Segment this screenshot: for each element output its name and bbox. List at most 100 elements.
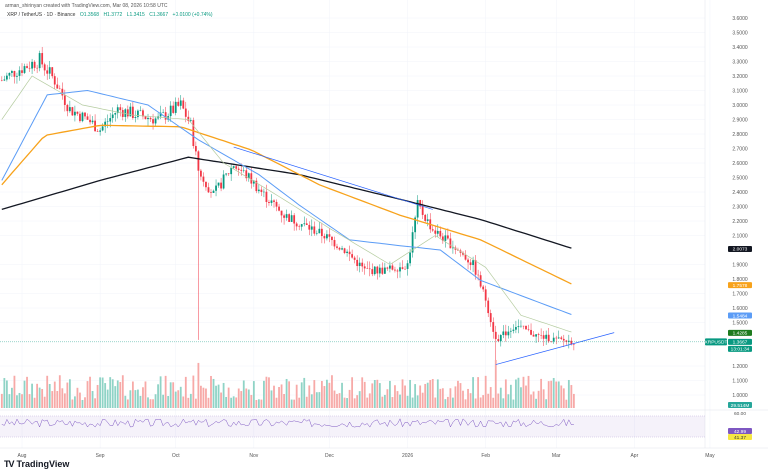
candle-body <box>184 108 187 117</box>
rsi-level-label: 60.00 <box>734 411 746 417</box>
candle-body <box>353 257 356 260</box>
volume-bar <box>242 380 245 408</box>
rsi-value-tag: 42.99 <box>734 429 746 435</box>
candle-body <box>38 53 41 69</box>
volume-bar <box>106 389 109 408</box>
volume-bar <box>565 399 568 408</box>
candle-body <box>401 267 404 269</box>
volume-bar <box>232 396 235 408</box>
candle-body <box>23 66 26 73</box>
volume-bar <box>441 388 444 408</box>
y-tick-label: 3.3000 <box>732 60 748 66</box>
volume-bar <box>328 382 331 408</box>
candle-body <box>416 200 419 218</box>
candle-body <box>381 267 384 274</box>
x-tick-label: Apr <box>630 453 638 459</box>
volume-bar <box>459 383 462 408</box>
candle-body <box>18 70 21 76</box>
volume-bar <box>547 381 550 408</box>
volume-bar <box>378 383 381 408</box>
candle-body <box>116 107 119 114</box>
volume-bar <box>509 384 512 408</box>
candle-body <box>46 70 49 74</box>
volume-bar <box>389 380 391 408</box>
volume-bar <box>467 388 469 408</box>
volume-bar <box>376 379 379 408</box>
volume-bar <box>225 396 228 408</box>
volume-bar <box>323 386 326 408</box>
y-tick-label: 3.2000 <box>732 74 748 80</box>
candle-body <box>43 64 46 71</box>
symbol-title[interactable]: XRP / TetherUS · 1D · Binance <box>7 12 76 18</box>
candle-body <box>76 111 79 114</box>
candle-body <box>452 247 454 249</box>
candle-body <box>242 170 245 171</box>
candle-body <box>33 61 36 68</box>
candle-body <box>469 262 472 266</box>
candle-body <box>227 173 230 175</box>
candle-body <box>444 235 447 241</box>
candle-body <box>315 233 318 234</box>
candle-body <box>247 173 250 179</box>
volume-bar <box>48 383 51 408</box>
volume-bar <box>159 376 162 408</box>
candle-body <box>36 67 39 69</box>
volume-bar <box>268 377 270 408</box>
candle-body <box>252 180 255 184</box>
volume-bar <box>179 386 182 408</box>
volume-bar <box>217 384 220 408</box>
candle-body <box>265 191 268 203</box>
volume-bar <box>252 381 255 408</box>
volume-bar <box>570 385 573 408</box>
volume-bar <box>300 382 303 408</box>
volume-bar <box>457 380 459 408</box>
ma-value-tag: 2.0073 <box>733 247 748 253</box>
volume-bar <box>212 378 215 408</box>
volume-bar <box>247 389 250 408</box>
candle-body <box>477 274 480 276</box>
volume-bar <box>111 379 114 408</box>
volume-bar <box>147 397 149 408</box>
volume-bar <box>278 387 280 408</box>
tradingview-logo: TV TradingView <box>4 459 69 469</box>
candle-body <box>99 130 102 132</box>
volume-bar <box>273 385 275 408</box>
candle-body <box>358 262 361 267</box>
y-tick-label: 1.2000 <box>732 364 748 370</box>
tv-logo-icon: TV <box>4 459 14 469</box>
candle-body <box>419 200 422 207</box>
y-tick-label: 1.9000 <box>732 263 748 269</box>
candle-body <box>283 215 285 218</box>
y-tick-label: 1.5000 <box>732 321 748 327</box>
candle-body <box>152 119 154 124</box>
volume-bar <box>492 397 495 408</box>
candle-body <box>532 334 535 337</box>
candle-body <box>182 100 185 109</box>
volume-bar <box>290 399 293 408</box>
candle-body <box>174 101 177 113</box>
candle-body <box>572 344 575 345</box>
candle-body <box>89 119 91 123</box>
volume-bar <box>469 393 472 408</box>
volume-bar <box>192 375 195 408</box>
candle-body <box>121 110 124 117</box>
candle-body <box>406 263 409 269</box>
candle-body <box>446 235 449 239</box>
volume-bar <box>189 393 192 408</box>
volume-bar <box>464 399 467 408</box>
volume-bar <box>550 380 553 408</box>
y-tick-label: 1.7000 <box>732 292 748 298</box>
candle-body <box>260 189 263 193</box>
volume-bar <box>373 380 376 408</box>
candle-body <box>441 236 444 241</box>
candle-body <box>326 234 328 239</box>
candle-body <box>202 176 205 182</box>
candle-body <box>131 106 134 119</box>
candle-body <box>220 182 222 189</box>
candle-body <box>487 300 490 314</box>
volume-bar <box>414 384 417 408</box>
candle-body <box>338 247 341 250</box>
candle-body <box>230 167 233 175</box>
volume-bar <box>8 394 11 408</box>
